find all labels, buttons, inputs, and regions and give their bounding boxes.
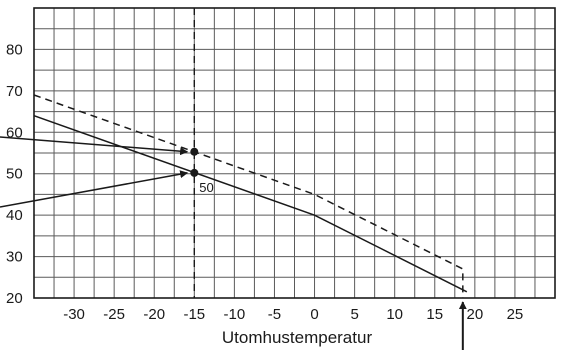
annotation-label: 50 <box>199 180 213 195</box>
x-tick-label: 5 <box>350 306 358 323</box>
y-tick-label: 60 <box>6 124 23 141</box>
x-axis-title: Utomhustemperatur <box>222 328 373 347</box>
point-layer <box>190 147 199 177</box>
x-tick-label: 10 <box>386 306 403 323</box>
x-tick-label: -15 <box>183 306 205 323</box>
y-tick-label: 70 <box>6 83 23 100</box>
x-tick-label: 0 <box>310 306 318 323</box>
x-tick-label: -5 <box>268 306 281 323</box>
plot-frame <box>33 7 556 299</box>
y-tick-labels: 20 30 40 50 60 70 80 <box>6 41 23 307</box>
series-line-1-solid <box>33 115 468 293</box>
series-layer <box>33 94 468 298</box>
annotation-arrows <box>0 136 467 350</box>
data-point-2 <box>190 168 199 177</box>
x-tick-label: 20 <box>467 306 484 323</box>
x-tick-label: -30 <box>63 306 85 323</box>
x-tick-label: -20 <box>143 306 165 323</box>
grid <box>34 8 555 298</box>
data-point-1 <box>190 147 199 156</box>
y-tick-label: 80 <box>6 41 23 58</box>
annotation-arrow-upper <box>0 136 189 156</box>
x-tick-label: 15 <box>426 306 443 323</box>
annotation-arrow-lower <box>0 170 189 208</box>
annotation-labels: 50 <box>199 180 213 195</box>
y-tick-label: 20 <box>6 290 23 307</box>
series-line-2-dashed <box>33 94 464 298</box>
x-tick-labels: -30 -25 -20 -15 -10 -5 0 5 10 15 20 25 <box>63 306 523 323</box>
y-tick-label: 40 <box>6 207 23 224</box>
x-tick-label: 25 <box>507 306 524 323</box>
y-tick-label: 30 <box>6 249 23 266</box>
x-tick-label: -10 <box>224 306 246 323</box>
y-tick-label: 50 <box>6 166 23 183</box>
x-tick-label: -25 <box>103 306 125 323</box>
